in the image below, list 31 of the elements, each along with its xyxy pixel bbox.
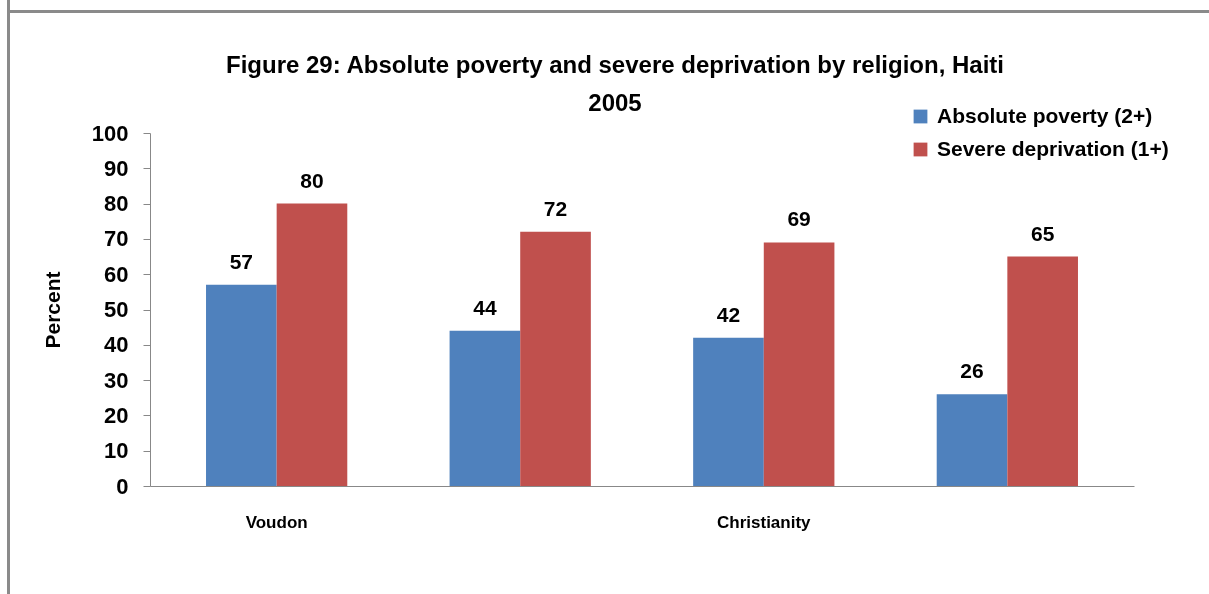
y-tick-label: 100 — [91, 120, 129, 146]
y-tick-label: 80 — [104, 191, 129, 217]
data-label: 72 — [543, 196, 568, 220]
x-tick-label: Voudon — [245, 512, 308, 532]
data-label: 42 — [716, 302, 741, 326]
bar — [936, 394, 1008, 486]
data-label: 69 — [787, 207, 811, 231]
y-tick-label: 40 — [104, 332, 129, 358]
bar — [763, 242, 835, 486]
bar — [1007, 256, 1078, 486]
data-label: 44 — [473, 295, 497, 319]
y-tick-label: 30 — [104, 367, 129, 393]
y-tick-label: 60 — [104, 261, 129, 287]
bar — [520, 231, 591, 486]
x-tick-label: Christianity — [717, 512, 812, 532]
y-tick-label: 90 — [104, 155, 129, 181]
data-label: 80 — [300, 168, 324, 192]
y-axis-title: Percent — [40, 271, 64, 349]
y-tick-label: 70 — [104, 226, 129, 252]
legend-label: Severe deprivation (1+) — [937, 136, 1169, 160]
data-label: 65 — [1030, 221, 1055, 245]
data-label: 26 — [960, 359, 984, 383]
bar — [206, 284, 277, 486]
y-tick-label: 0 — [116, 473, 129, 499]
bar — [276, 203, 348, 486]
data-label: 57 — [229, 249, 254, 273]
y-tick-label: 50 — [104, 297, 129, 322]
bar — [449, 330, 521, 486]
y-tick-label: 20 — [104, 402, 129, 428]
y-tick-label: 10 — [104, 438, 129, 464]
bar — [693, 337, 764, 486]
